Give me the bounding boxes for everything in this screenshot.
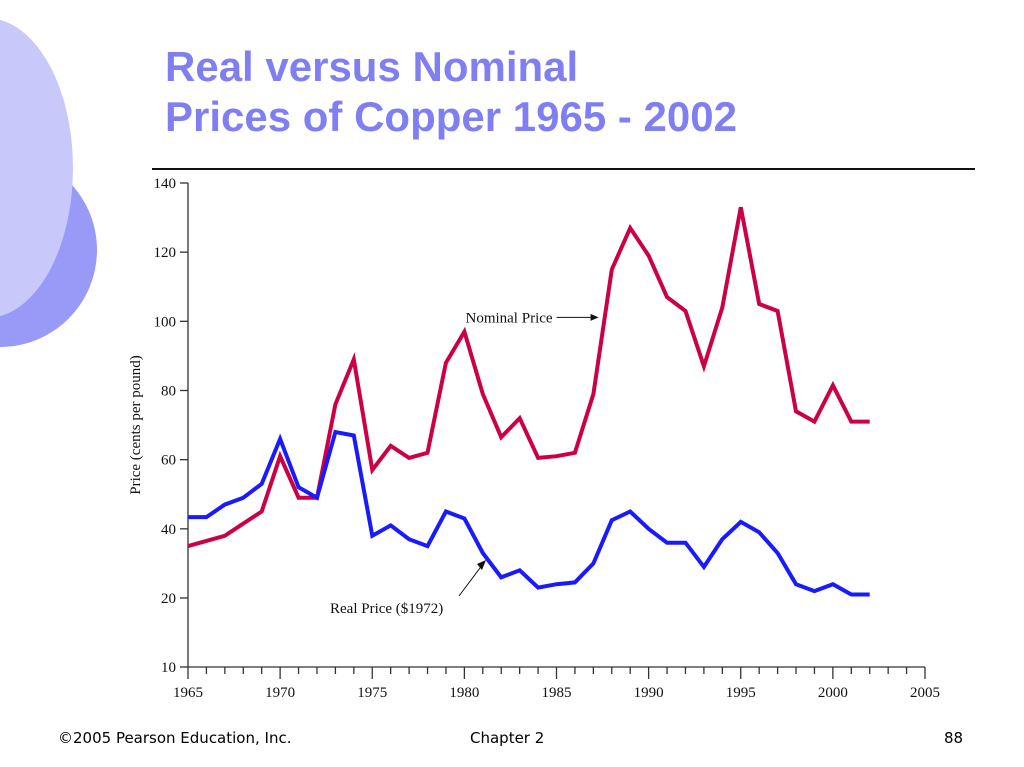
title-line-1: Real versus Nominal bbox=[165, 43, 579, 90]
real-arrow-line bbox=[458, 563, 484, 597]
y-tick-label: 140 bbox=[154, 176, 177, 192]
nominal-price-line bbox=[187, 206, 870, 549]
nominal-price-label: Nominal Price bbox=[465, 310, 552, 326]
y-tick-label: 20 bbox=[161, 591, 176, 607]
x-tick-label: 1970 bbox=[265, 685, 295, 701]
x-tick-label: 2000 bbox=[818, 685, 848, 701]
real-price-label: Real Price ($1972) bbox=[330, 601, 443, 617]
y-tick-label: 120 bbox=[154, 245, 177, 261]
slide-title: Real versus Nominal Prices of Copper 196… bbox=[165, 42, 737, 142]
real-price-line bbox=[188, 429, 870, 597]
footer-page-number: 88 bbox=[944, 729, 964, 747]
nominal-arrow-head bbox=[590, 313, 599, 321]
x-tick-label: 1965 bbox=[173, 685, 203, 701]
x-tick-label: 1990 bbox=[634, 685, 664, 701]
y-tick-label: 80 bbox=[161, 384, 176, 400]
y-tick-label: 10 bbox=[161, 660, 176, 676]
x-tick-label: 1995 bbox=[726, 685, 756, 701]
x-tick-label: 1975 bbox=[357, 685, 387, 701]
footer-chapter: Chapter 2 bbox=[470, 729, 545, 747]
x-tick-label: 1980 bbox=[449, 685, 479, 701]
x-tick-label: 1985 bbox=[542, 685, 572, 701]
title-divider bbox=[152, 168, 975, 170]
real-arrow-head bbox=[477, 559, 487, 570]
y-axis-label: Price (cents per pound) bbox=[128, 355, 144, 495]
x-tick-label: 2005 bbox=[910, 685, 940, 701]
y-tick-label: 40 bbox=[161, 522, 176, 538]
title-line-2: Prices of Copper 1965 - 2002 bbox=[165, 93, 737, 140]
y-tick-label: 60 bbox=[161, 453, 176, 469]
footer-copyright: ©2005 Pearson Education, Inc. bbox=[58, 729, 292, 747]
y-tick-label: 100 bbox=[154, 314, 177, 330]
